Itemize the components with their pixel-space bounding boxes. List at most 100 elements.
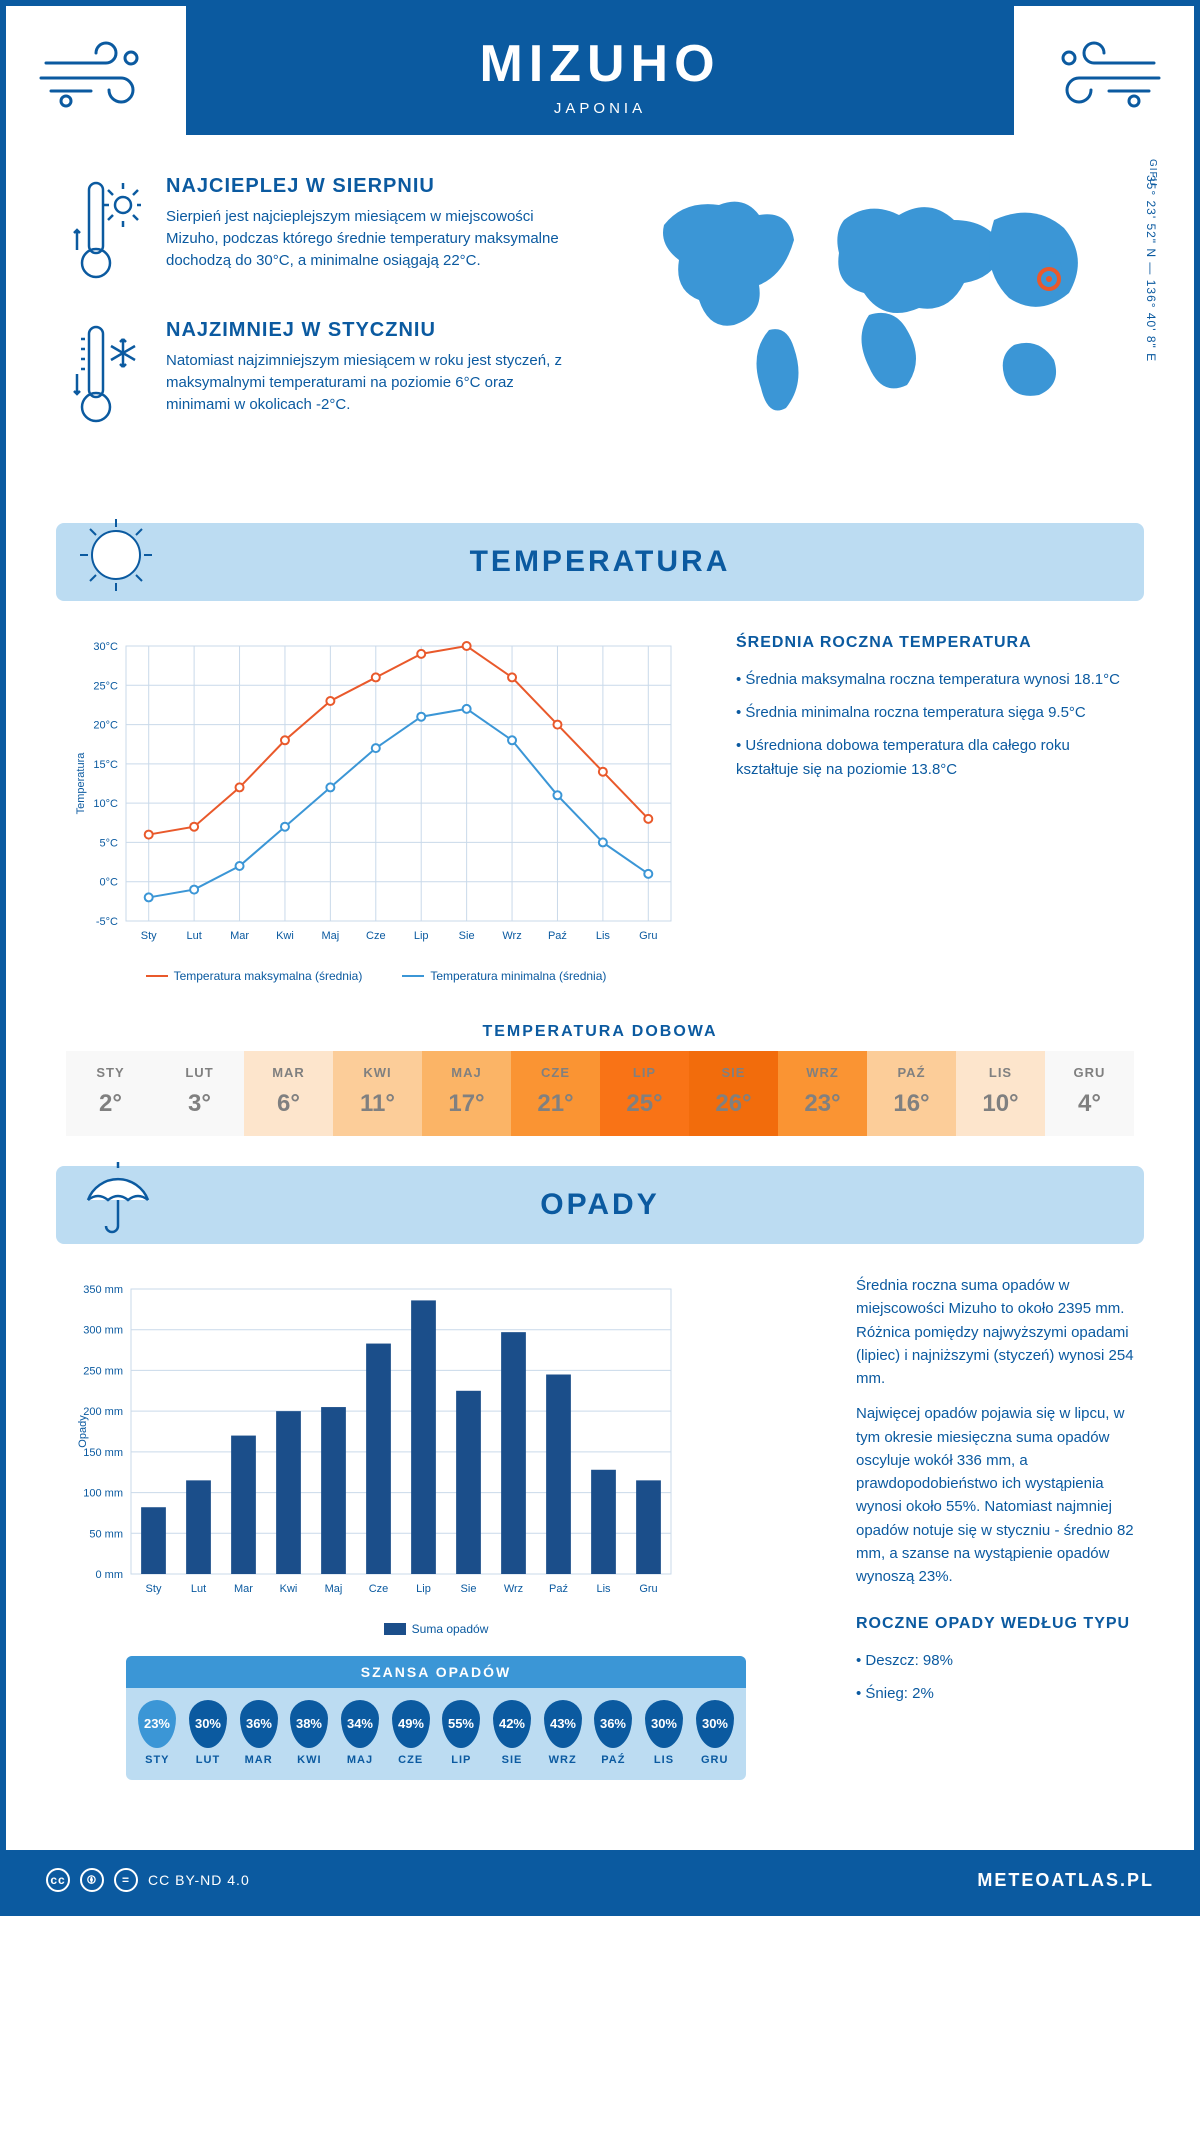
svg-text:Wrz: Wrz [502, 930, 521, 942]
svg-text:-5°C: -5°C [96, 916, 118, 928]
section-temp-title: TEMPERATURA [56, 545, 1144, 579]
heat-cell: LIP25° [600, 1051, 689, 1136]
svg-text:150 mm: 150 mm [83, 1447, 123, 1459]
umbrella-icon [76, 1158, 156, 1238]
drop: 36%MAR [233, 1700, 284, 1766]
precip-bar-chart: 0 mm 50 mm 100 mm 150 mm 200 mm 250 mm 300 mm 3… [66, 1274, 686, 1614]
sun-icon [76, 515, 156, 595]
svg-text:5°C: 5°C [100, 837, 119, 849]
svg-text:Temperatura: Temperatura [75, 752, 87, 815]
svg-text:Kwi: Kwi [276, 930, 294, 942]
svg-text:Sie: Sie [459, 930, 475, 942]
thermometer-hot-icon [66, 175, 146, 285]
svg-text:Lip: Lip [416, 1583, 431, 1595]
license: cc 🅯 = CC BY-ND 4.0 [46, 1868, 250, 1892]
svg-text:Paź: Paź [549, 1583, 568, 1595]
fact-cold: NAJZIMNIEJ W STYCZNIU Natomiast najzimni… [66, 319, 594, 429]
svg-text:Gru: Gru [639, 930, 657, 942]
temperature-line-chart: -5°C 0°C 5°C 10°C 15°C 20°C 25°C 30°C Sty Lut Mar K… [66, 631, 686, 983]
drop: 30%GRU [689, 1700, 740, 1766]
temp-heatmap: STY2°LUT3°MAR6°KWI11°MAJ17°CZE21°LIP25°S… [66, 1051, 1134, 1136]
svg-text:Lut: Lut [186, 930, 201, 942]
svg-text:Lip: Lip [414, 930, 429, 942]
location-country: JAPONIA [186, 100, 1014, 117]
svg-text:100 mm: 100 mm [83, 1488, 123, 1500]
svg-text:15°C: 15°C [93, 759, 118, 771]
section-precip-title: OPADY [56, 1188, 1144, 1222]
svg-text:Maj: Maj [322, 930, 340, 942]
precip-chance-title: SZANSA OPADÓW [126, 1656, 746, 1688]
precip-bytype-list: • Deszcz: 98%• Śnieg: 2% [856, 1649, 1134, 1706]
heat-cell: STY2° [66, 1051, 155, 1136]
drop: 43%WRZ [537, 1700, 588, 1766]
svg-text:300 mm: 300 mm [83, 1325, 123, 1337]
svg-text:Cze: Cze [369, 1583, 389, 1595]
precip-bytype-title: ROCZNE OPADY WEDŁUG TYPU [856, 1612, 1134, 1637]
fact-hot-title: NAJCIEPLEJ W SIERPNIU [166, 175, 566, 198]
heat-cell: LUT3° [155, 1051, 244, 1136]
svg-text:Kwi: Kwi [280, 1583, 298, 1595]
title-banner: MIZUHO JAPONIA [186, 6, 1014, 135]
heat-cell: KWI11° [333, 1051, 422, 1136]
footer: cc 🅯 = CC BY-ND 4.0 METEOATLAS.PL [6, 1850, 1194, 1910]
brand: METEOATLAS.PL [977, 1870, 1154, 1891]
svg-text:350 mm: 350 mm [83, 1284, 123, 1296]
section-precip: OPADY [56, 1166, 1144, 1244]
drop: 23%STY [132, 1700, 183, 1766]
svg-text:50 mm: 50 mm [89, 1528, 123, 1540]
world-map [634, 175, 1134, 435]
svg-text:0°C: 0°C [100, 877, 119, 889]
drop: 34%MAJ [335, 1700, 386, 1766]
svg-text:Paź: Paź [548, 930, 567, 942]
drop: 38%KWI [284, 1700, 335, 1766]
svg-text:Cze: Cze [366, 930, 386, 942]
fact-hot: NAJCIEPLEJ W SIERPNIU Sierpień jest najc… [66, 175, 594, 285]
svg-text:0 mm: 0 mm [96, 1569, 124, 1581]
drop: 36%PAŹ [588, 1700, 639, 1766]
svg-text:Wrz: Wrz [504, 1583, 523, 1595]
heat-cell: GRU4° [1045, 1051, 1134, 1136]
temp-dobowa-title: TEMPERATURA DOBOWA [6, 1023, 1194, 1041]
section-temperature: TEMPERATURA [56, 523, 1144, 601]
svg-text:Lut: Lut [191, 1583, 206, 1595]
precip-chance-panel: SZANSA OPADÓW 23%STY30%LUT36%MAR38%KWI34… [126, 1656, 746, 1780]
precip-p2: Najwięcej opadów pojawia się w lipcu, w … [856, 1402, 1134, 1588]
svg-text:30°C: 30°C [93, 641, 118, 653]
svg-text:Sie: Sie [461, 1583, 477, 1595]
fact-cold-text: Natomiast najzimniejszym miesiącem w rok… [166, 350, 566, 415]
wind-icon [26, 28, 166, 118]
drop: 55%LIP [436, 1700, 487, 1766]
svg-text:Maj: Maj [325, 1583, 343, 1595]
wind-icon [1034, 28, 1174, 118]
svg-text:200 mm: 200 mm [83, 1406, 123, 1418]
drop: 49%CZE [385, 1700, 436, 1766]
svg-text:Opady: Opady [77, 1415, 89, 1448]
drop: 30%LUT [183, 1700, 234, 1766]
heat-cell: SIE26° [689, 1051, 778, 1136]
coords-label: 35° 23' 52" N — 136° 40' 8" E [1144, 175, 1158, 362]
heat-cell: PAŹ16° [867, 1051, 956, 1136]
heat-cell: MAJ17° [422, 1051, 511, 1136]
thermometer-cold-icon [66, 319, 146, 429]
temp-stats-title: ŚREDNIA ROCZNA TEMPERATURA [736, 631, 1134, 656]
svg-text:Sty: Sty [146, 1583, 162, 1595]
precip-legend: Suma opadów [66, 1622, 806, 1636]
svg-text:Mar: Mar [234, 1583, 253, 1595]
drop: 30%LIS [639, 1700, 690, 1766]
svg-text:Gru: Gru [639, 1583, 657, 1595]
svg-text:Mar: Mar [230, 930, 249, 942]
svg-text:10°C: 10°C [93, 798, 118, 810]
svg-text:25°C: 25°C [93, 680, 118, 692]
temp-legend: Temperatura maksymalna (średnia) Tempera… [66, 969, 686, 983]
by-icon: 🅯 [80, 1868, 104, 1892]
heat-cell: WRZ23° [778, 1051, 867, 1136]
temp-stats-list: • Średnia maksymalna roczna temperatura … [736, 668, 1134, 781]
heat-cell: MAR6° [244, 1051, 333, 1136]
svg-text:250 mm: 250 mm [83, 1365, 123, 1377]
heat-cell: CZE21° [511, 1051, 600, 1136]
svg-text:20°C: 20°C [93, 720, 118, 732]
svg-text:Lis: Lis [596, 1583, 611, 1595]
fact-cold-title: NAJZIMNIEJ W STYCZNIU [166, 319, 566, 342]
location-name: MIZUHO [186, 34, 1014, 94]
svg-text:Sty: Sty [141, 930, 157, 942]
